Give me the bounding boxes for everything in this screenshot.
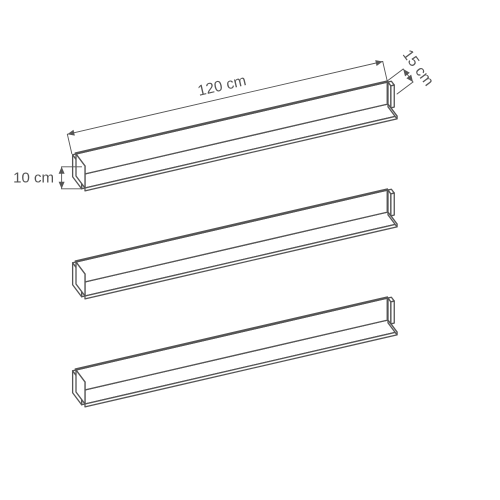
shelf-dimension-diagram: 120 cm 15 cm 10 cm xyxy=(0,0,500,500)
dimension-label-height: 10 cm xyxy=(13,169,54,186)
